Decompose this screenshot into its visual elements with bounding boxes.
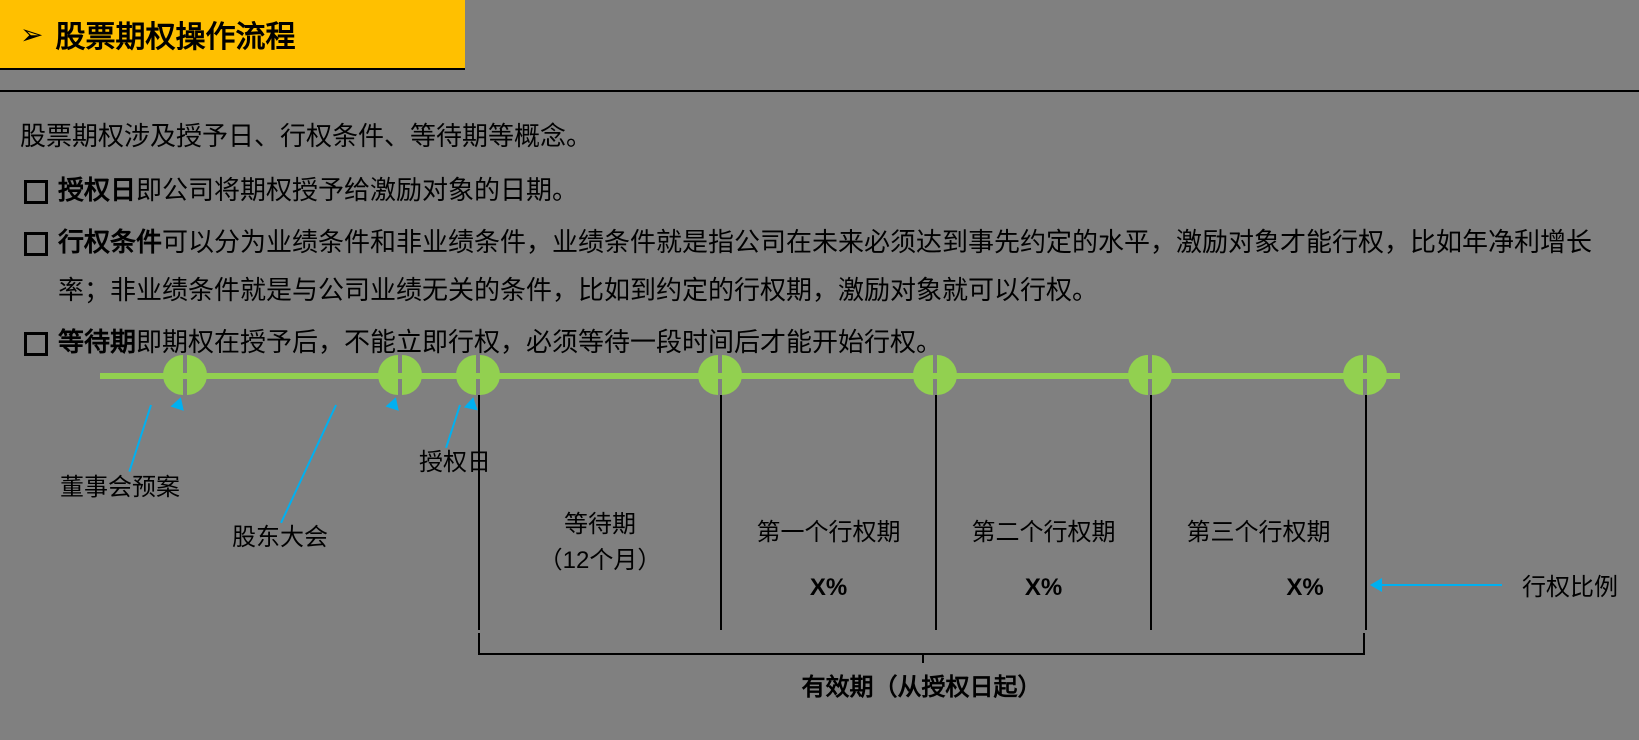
drop-line (1150, 395, 1152, 630)
wait-line1: 等待期 (564, 511, 636, 538)
arrow-line (280, 405, 337, 524)
page-title: 股票期权操作流程 (55, 12, 295, 56)
label-period2: 第二个行权期 (937, 515, 1150, 551)
term: 等待期 (58, 327, 136, 357)
term: 行权条件 (58, 227, 162, 257)
label-grant: 授权日 (400, 445, 510, 481)
arrow-line (1382, 584, 1502, 586)
label-xpct-2: X% (937, 570, 1150, 606)
intro-text: 股票期权涉及授予日、行权条件、等待期等概念。 (20, 112, 1619, 160)
desc: 即公司将期权授予给激励对象的日期。 (136, 175, 578, 205)
label-ratio: 行权比例 (1510, 570, 1630, 606)
label-period1: 第一个行权期 (722, 515, 935, 551)
label-xpct-3: X% (1255, 570, 1355, 606)
arrow-icon (385, 395, 402, 411)
bullet-item: 授权日即公司将期权授予给激励对象的日期。 (20, 166, 1619, 214)
arrow-line (128, 405, 152, 472)
brace (478, 633, 1365, 655)
label-shareholder: 股东大会 (205, 520, 355, 556)
label-board: 董事会预案 (30, 470, 210, 506)
drop-line (478, 395, 480, 630)
label-period3: 第三个行权期 (1152, 515, 1365, 551)
bullet-list: 授权日即公司将期权授予给激励对象的日期。 行权条件可以分为业绩条件和非业绩条件，… (20, 166, 1619, 366)
arrow-icon (170, 395, 187, 411)
arrow-icon (1370, 578, 1382, 592)
desc: 即期权在授予后，不能立即行权，必须等待一段时间后才能开始行权。 (136, 327, 942, 357)
drop-line (1365, 395, 1367, 630)
label-valid: 有效期（从授权日起） (478, 670, 1365, 706)
title-bar: ➢ 股票期权操作流程 (0, 0, 465, 70)
bullet-item: 行权条件可以分为业绩条件和非业绩条件，业绩条件就是指公司在未来必须达到事先约定的… (20, 218, 1619, 314)
wait-line2: （12个月） (539, 547, 662, 574)
content-block: 股票期权涉及授予日、行权条件、等待期等概念。 授权日即公司将期权授予给激励对象的… (0, 92, 1639, 366)
desc: 可以分为业绩条件和非业绩条件，业绩条件就是指公司在未来必须达到事先约定的水平，激… (58, 227, 1592, 305)
arrow-line (445, 405, 461, 448)
title-arrow-icon: ➢ (20, 18, 43, 51)
term: 授权日 (58, 175, 136, 205)
label-wait: 等待期 （12个月） (490, 507, 710, 579)
timeline-diagram: 董事会预案 股东大会 授权日 等待期 （12个月） 第一个行权期 第二个行权期 … (0, 355, 1639, 715)
timeline-axis (100, 373, 1400, 379)
label-xpct-1: X% (722, 570, 935, 606)
